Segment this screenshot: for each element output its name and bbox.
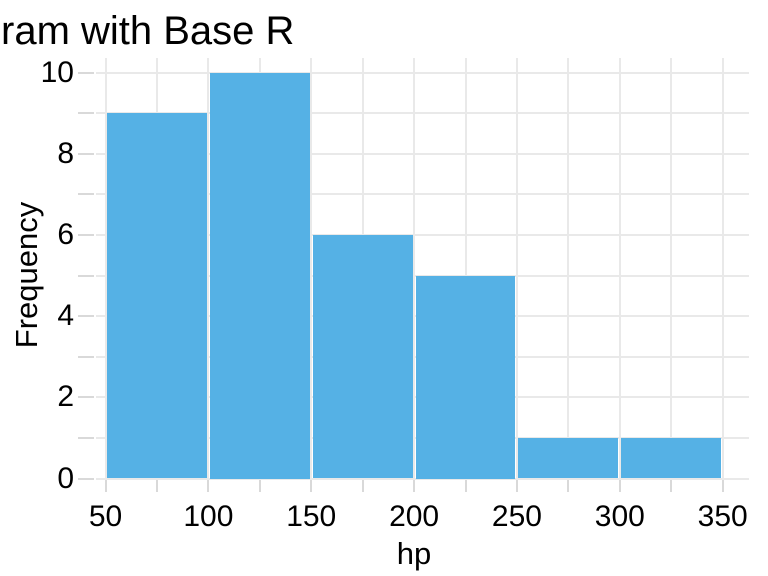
- y-tick-label: 2: [57, 380, 74, 414]
- horizontal-gridline: [96, 233, 749, 236]
- x-axis-tick: [310, 479, 313, 492]
- histogram-bar: [415, 275, 516, 479]
- x-tick-label: 350: [697, 500, 748, 533]
- y-tick-label: 8: [57, 136, 74, 170]
- x-axis-tick: [413, 479, 416, 492]
- vertical-gridline: [207, 58, 210, 479]
- x-axis-tick: [361, 479, 364, 492]
- y-axis-tick: [78, 152, 94, 155]
- histogram-bar: [107, 113, 207, 479]
- x-axis-title: hp: [396, 536, 432, 571]
- y-axis-tick: [78, 71, 94, 74]
- x-axis-tick: [207, 479, 210, 492]
- vertical-gridline: [670, 58, 673, 479]
- horizontal-gridline: [96, 112, 749, 115]
- vertical-gridline: [721, 58, 724, 479]
- y-axis-tick: [78, 193, 94, 196]
- x-axis-tick: [567, 479, 570, 492]
- y-axis-tick: [78, 396, 94, 399]
- x-axis-tick: [618, 479, 621, 492]
- horizontal-gridline: [96, 71, 749, 74]
- y-axis-tick: [78, 233, 94, 236]
- x-axis-tick: [258, 479, 261, 492]
- histogram-bar: [518, 437, 619, 479]
- x-axis-tick: [515, 479, 518, 492]
- histogram-bar: [312, 234, 413, 479]
- y-axis-tick: [78, 355, 94, 358]
- y-tick-label: 6: [57, 217, 74, 251]
- vertical-gridline: [618, 58, 621, 479]
- histogram-bar: [209, 72, 310, 479]
- vertical-gridline: [567, 58, 570, 479]
- x-tick-label: 50: [88, 500, 123, 533]
- y-axis-title: Frequency: [9, 201, 44, 349]
- y-axis-tick: [78, 315, 94, 318]
- horizontal-gridline: [96, 152, 749, 155]
- horizontal-gridline: [96, 477, 749, 480]
- x-axis-tick: [670, 479, 673, 492]
- y-tick-label: 0: [57, 461, 74, 495]
- y-tick-label: 10: [40, 55, 74, 89]
- y-axis-tick: [78, 274, 94, 277]
- vertical-gridline: [310, 58, 313, 479]
- y-axis-tick: [78, 436, 94, 439]
- vertical-gridline: [413, 58, 416, 479]
- chart-title: ram with Base R: [1, 9, 295, 53]
- x-tick-label: 150: [286, 500, 337, 533]
- y-tick-label: 4: [57, 299, 74, 333]
- x-axis-tick: [104, 479, 107, 492]
- y-axis-tick: [78, 112, 94, 115]
- x-tick-label: 300: [594, 500, 645, 533]
- x-axis-tick: [155, 479, 158, 492]
- vertical-gridline: [104, 58, 107, 479]
- vertical-gridline: [464, 58, 467, 479]
- x-tick-label: 200: [389, 500, 440, 533]
- x-axis-tick: [464, 479, 467, 492]
- vertical-gridline: [515, 58, 518, 479]
- horizontal-gridline: [96, 193, 749, 196]
- x-tick-label: 250: [491, 500, 542, 533]
- x-tick-label: 100: [183, 500, 234, 533]
- x-axis-tick: [721, 479, 724, 492]
- histogram-bar: [621, 437, 722, 479]
- y-axis-tick: [78, 477, 94, 480]
